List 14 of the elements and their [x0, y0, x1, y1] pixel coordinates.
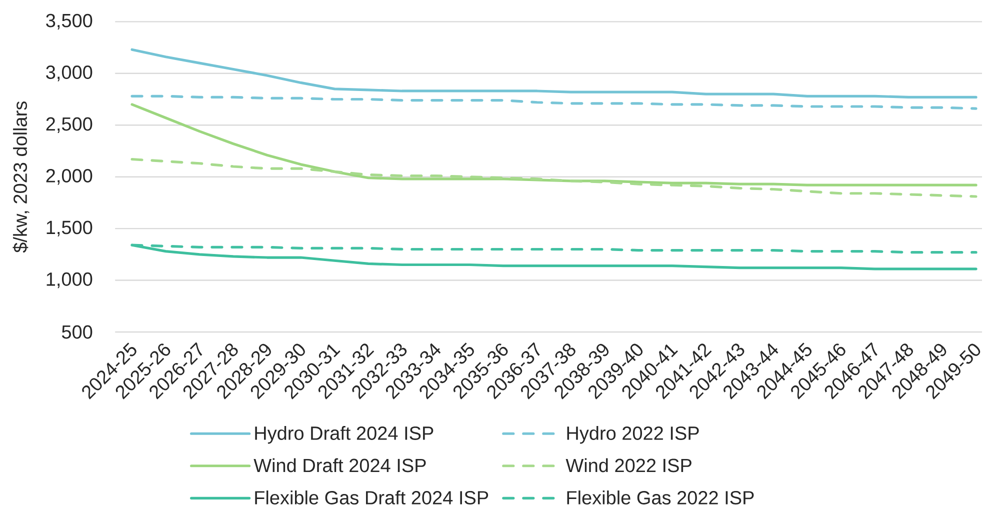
y-tick-label: 1,000 — [46, 272, 92, 288]
y-tick-label: 2,000 — [46, 168, 92, 185]
y-axis-title: $/kw, 2023 dollars — [12, 102, 30, 253]
legend-label: Hydro Draft 2024 ISP — [255, 426, 434, 444]
legend-label: Hydro 2022 ISP — [567, 426, 699, 444]
y-tick-label: 2,500 — [46, 117, 92, 133]
legend-label: Flexible Gas Draft 2024 ISP — [255, 490, 488, 504]
legend-label: Wind 2022 ISP — [566, 458, 692, 472]
y-tick-label: 1,500 — [46, 220, 92, 236]
legend-label: Flexible Gas 2022 ISP — [567, 490, 754, 504]
y-tick-label: 3,000 — [46, 66, 92, 82]
y-tick-label: 500 — [62, 325, 92, 339]
y-tick-label: 3,500 — [46, 14, 92, 30]
legend-label: Wind Draft 2024 ISP — [254, 458, 426, 472]
